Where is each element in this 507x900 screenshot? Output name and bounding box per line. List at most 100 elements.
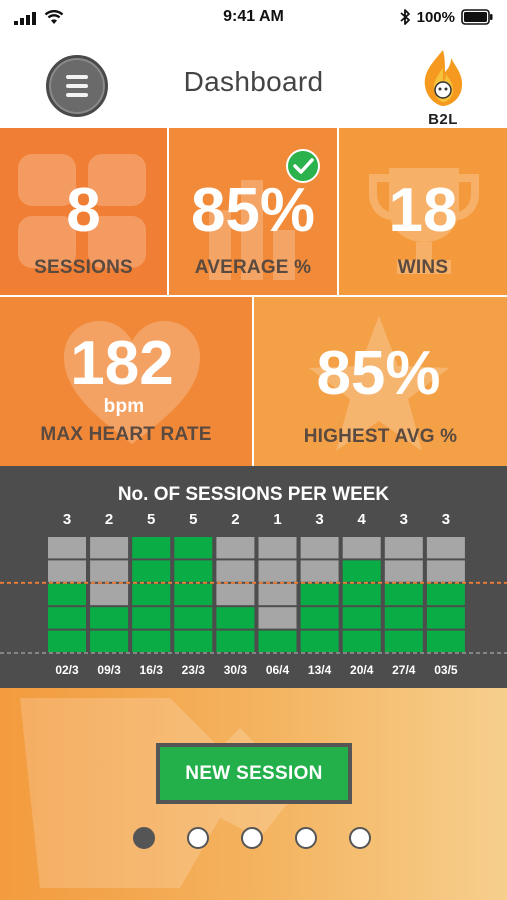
bar-segment xyxy=(426,630,465,652)
wins-value: 18 xyxy=(388,176,458,245)
bar-segment xyxy=(300,537,339,559)
bar-segment xyxy=(174,630,213,652)
x-tick-label: 16/3 xyxy=(140,663,164,677)
grid-icon xyxy=(18,154,146,268)
logo-text: B2L xyxy=(428,111,458,128)
bar-segment xyxy=(342,583,381,606)
bar-segment xyxy=(90,607,129,629)
bar-segment xyxy=(426,583,465,606)
page-title: Dashboard xyxy=(183,66,324,97)
sessions-tile[interactable]: 8 SESSIONS xyxy=(0,128,167,295)
bar-segment xyxy=(384,537,423,559)
bar-value-label: 3 xyxy=(442,511,450,528)
bluetooth-icon xyxy=(400,9,410,25)
sessions-value: 8 xyxy=(66,176,101,245)
bar-segment xyxy=(384,607,423,629)
bar-segment xyxy=(132,583,171,606)
bar-segment xyxy=(48,607,86,629)
bar-segment xyxy=(132,560,171,582)
highest-avg-label: HIGHEST AVG % xyxy=(303,426,458,447)
x-tick-label: 20/4 xyxy=(350,663,374,677)
new-session-label: NEW SESSION xyxy=(160,747,348,800)
checkmark-icon xyxy=(286,149,320,183)
app-logo: B2L xyxy=(415,48,471,128)
x-tick-label: 03/5 xyxy=(434,663,458,677)
bar-segment xyxy=(342,630,381,652)
bar-segment xyxy=(90,537,129,559)
bar-segment xyxy=(174,537,213,559)
page-dot-5[interactable] xyxy=(349,827,371,849)
max-heart-rate-tile[interactable]: 182 bpm MAX HEART RATE xyxy=(0,297,252,466)
bar-segment xyxy=(174,607,213,629)
status-left xyxy=(14,10,64,25)
bar-chart-icon xyxy=(209,180,295,280)
sessions-chart: No. OF SESSIONS PER WEEK 3 02/3 2 09/3 5 16/3… xyxy=(0,466,507,688)
chart-title: No. OF SESSIONS PER WEEK xyxy=(117,484,390,505)
bar-segment xyxy=(342,560,381,582)
menu-icon-line-3 xyxy=(66,93,88,97)
menu-icon xyxy=(66,75,88,79)
bar-segment xyxy=(132,537,171,559)
bar-segment xyxy=(258,560,297,582)
page-dot-1[interactable] xyxy=(133,827,155,849)
page-indicator xyxy=(133,827,371,849)
bar-segment xyxy=(342,607,381,629)
bar-segment xyxy=(258,630,297,652)
bar-segment xyxy=(174,583,213,606)
max-heart-rate-value: 182 xyxy=(70,329,174,398)
battery-percent: 100% xyxy=(416,8,455,26)
bar-segment xyxy=(216,630,255,652)
bar-segment xyxy=(384,560,423,582)
page-dot-4[interactable] xyxy=(295,827,317,849)
status-bar: 9:41 AM 100% xyxy=(0,0,507,36)
new-session-button[interactable]: NEW SESSION xyxy=(156,743,352,804)
menu-button[interactable] xyxy=(46,55,108,117)
bar-segment xyxy=(216,607,255,629)
bar-segment xyxy=(300,630,339,652)
highest-avg-tile[interactable]: 85% HIGHEST AVG % xyxy=(254,297,507,466)
bar-value-label: 4 xyxy=(358,511,367,528)
highest-avg-value: 85% xyxy=(316,339,441,408)
bar-segment xyxy=(216,560,255,582)
page-dot-2[interactable] xyxy=(187,827,209,849)
status-time: 9:41 AM xyxy=(223,8,284,25)
x-tick-label: 09/3 xyxy=(97,663,121,677)
app-header: Dashboard B2L xyxy=(0,36,507,128)
bar-segment xyxy=(48,560,86,582)
bar-segment xyxy=(48,537,86,559)
wins-tile[interactable]: 18 WINS xyxy=(339,128,507,295)
bar-segment xyxy=(174,560,213,582)
bar-segment xyxy=(48,630,86,652)
average-tile[interactable]: 85% AVERAGE % xyxy=(169,128,337,295)
bar-segment xyxy=(300,583,339,606)
menu-icon-line-2 xyxy=(66,84,88,88)
bottom-panel: NEW SESSION xyxy=(0,688,507,900)
bar-segment xyxy=(384,583,423,606)
bar-segment xyxy=(90,630,129,652)
bar-segment xyxy=(90,560,129,582)
bar-segment xyxy=(258,537,297,559)
sessions-label: SESSIONS xyxy=(34,257,133,278)
bar-segment xyxy=(258,583,297,606)
bar-value-label: 2 xyxy=(231,511,239,528)
bar-segment xyxy=(90,583,129,606)
bar-segment xyxy=(132,607,171,629)
bar-value-label: 3 xyxy=(63,511,71,528)
x-tick-label: 30/3 xyxy=(224,663,248,677)
x-tick-label: 23/3 xyxy=(182,663,206,677)
average-value: 85% xyxy=(190,176,316,245)
bar-segment xyxy=(426,560,465,582)
heart-icon xyxy=(64,321,200,444)
x-tick-label: 06/4 xyxy=(266,663,290,677)
bar-segment xyxy=(426,607,465,629)
flame-icon xyxy=(424,50,463,106)
trophy-icon xyxy=(369,168,479,274)
bar-value-label: 2 xyxy=(105,511,113,528)
bar-value-label: 5 xyxy=(147,511,155,528)
x-tick-label: 02/3 xyxy=(55,663,79,677)
bar-segment xyxy=(426,537,465,559)
status-right: 100% xyxy=(399,8,493,26)
page-dot-3[interactable] xyxy=(241,827,263,849)
bar-value-label: 3 xyxy=(315,511,323,528)
bar-segment xyxy=(300,607,339,629)
